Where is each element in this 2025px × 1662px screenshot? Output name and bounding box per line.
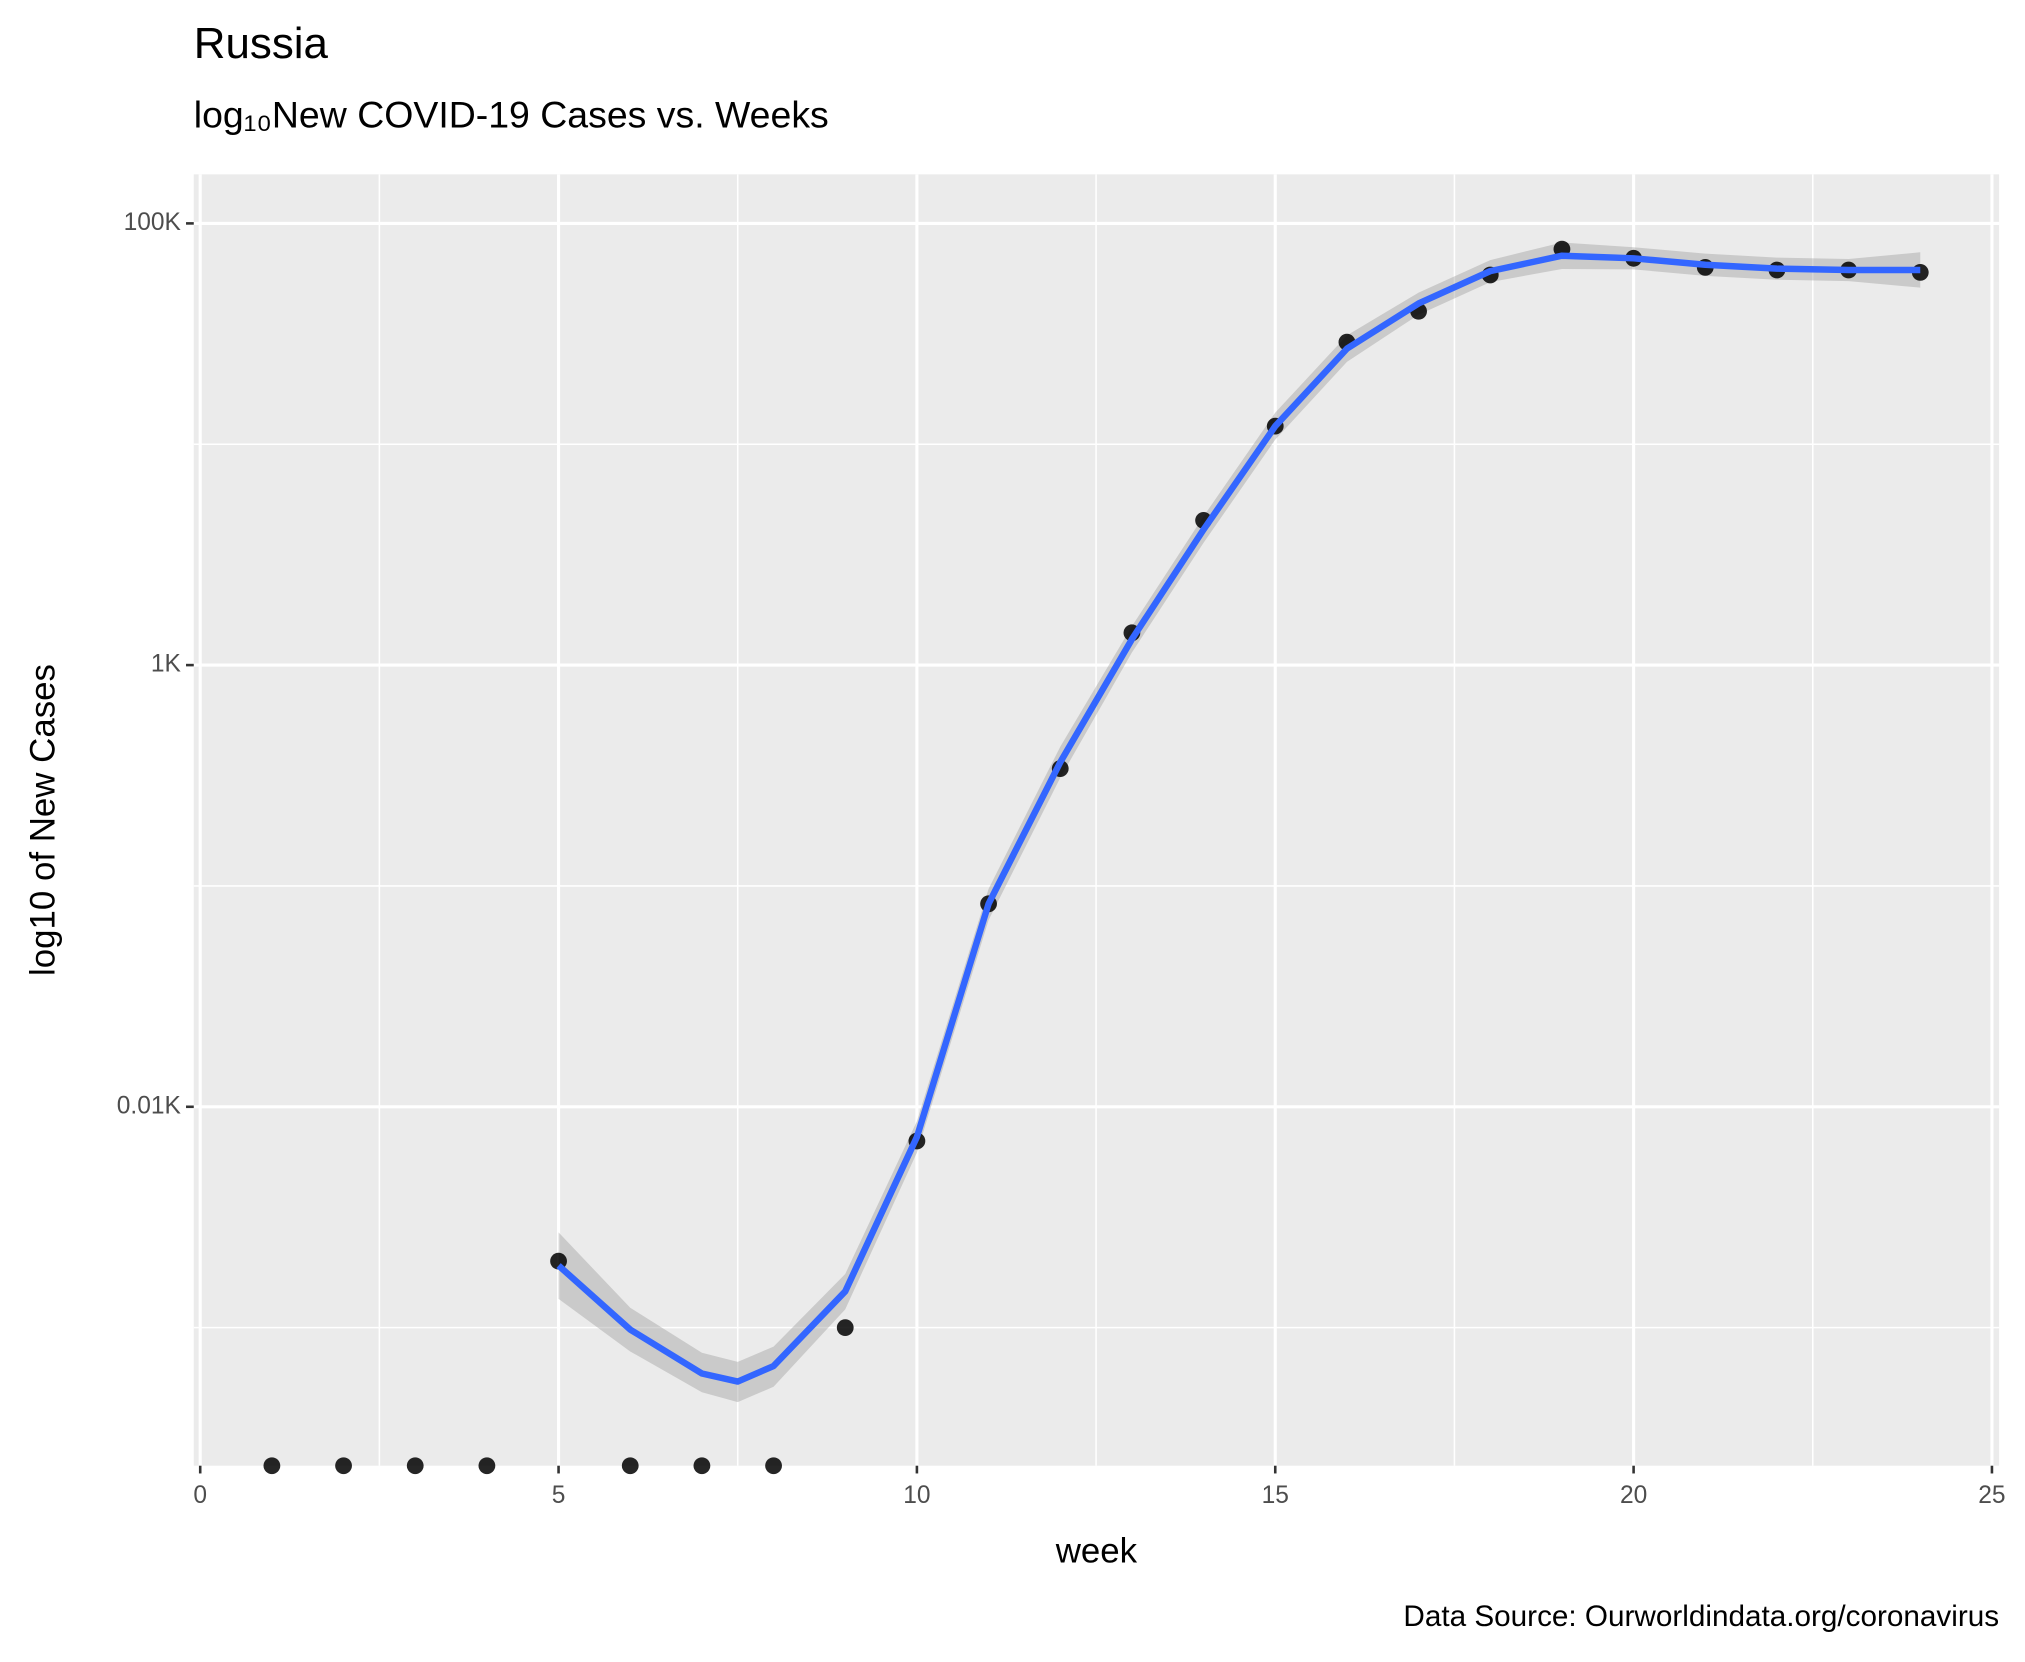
- x-tick-label: 0: [193, 1482, 207, 1509]
- chart-subtitle: log₁₀New COVID-19 Cases vs. Weeks: [194, 93, 829, 135]
- caption: Data Source: Ourworldindata.org/coronavi…: [1403, 1600, 1999, 1633]
- y-tick-label: 1K: [151, 651, 182, 678]
- data-point: [765, 1457, 782, 1475]
- x-tick-label: 10: [903, 1482, 930, 1509]
- data-point: [263, 1457, 281, 1475]
- y-tick-label: 100K: [124, 209, 182, 236]
- smooth-line: [556, 252, 1921, 1385]
- data-point: [836, 1319, 854, 1337]
- data-point: [478, 1457, 496, 1475]
- data-point: [693, 1457, 711, 1475]
- y-axis-label: log10 of New Cases: [23, 664, 62, 976]
- y-tick-label: 0.01K: [117, 1092, 182, 1119]
- x-tick-label: 15: [1262, 1482, 1289, 1509]
- data-point: [621, 1457, 639, 1475]
- data-point: [406, 1457, 424, 1475]
- data-point: [335, 1457, 352, 1475]
- x-tick-label: 5: [552, 1482, 566, 1509]
- x-axis-label: week: [1055, 1532, 1138, 1571]
- chart-title: Russia: [194, 19, 329, 68]
- x-tick-label: 25: [1978, 1482, 2005, 1509]
- x-tick-label: 20: [1620, 1482, 1647, 1509]
